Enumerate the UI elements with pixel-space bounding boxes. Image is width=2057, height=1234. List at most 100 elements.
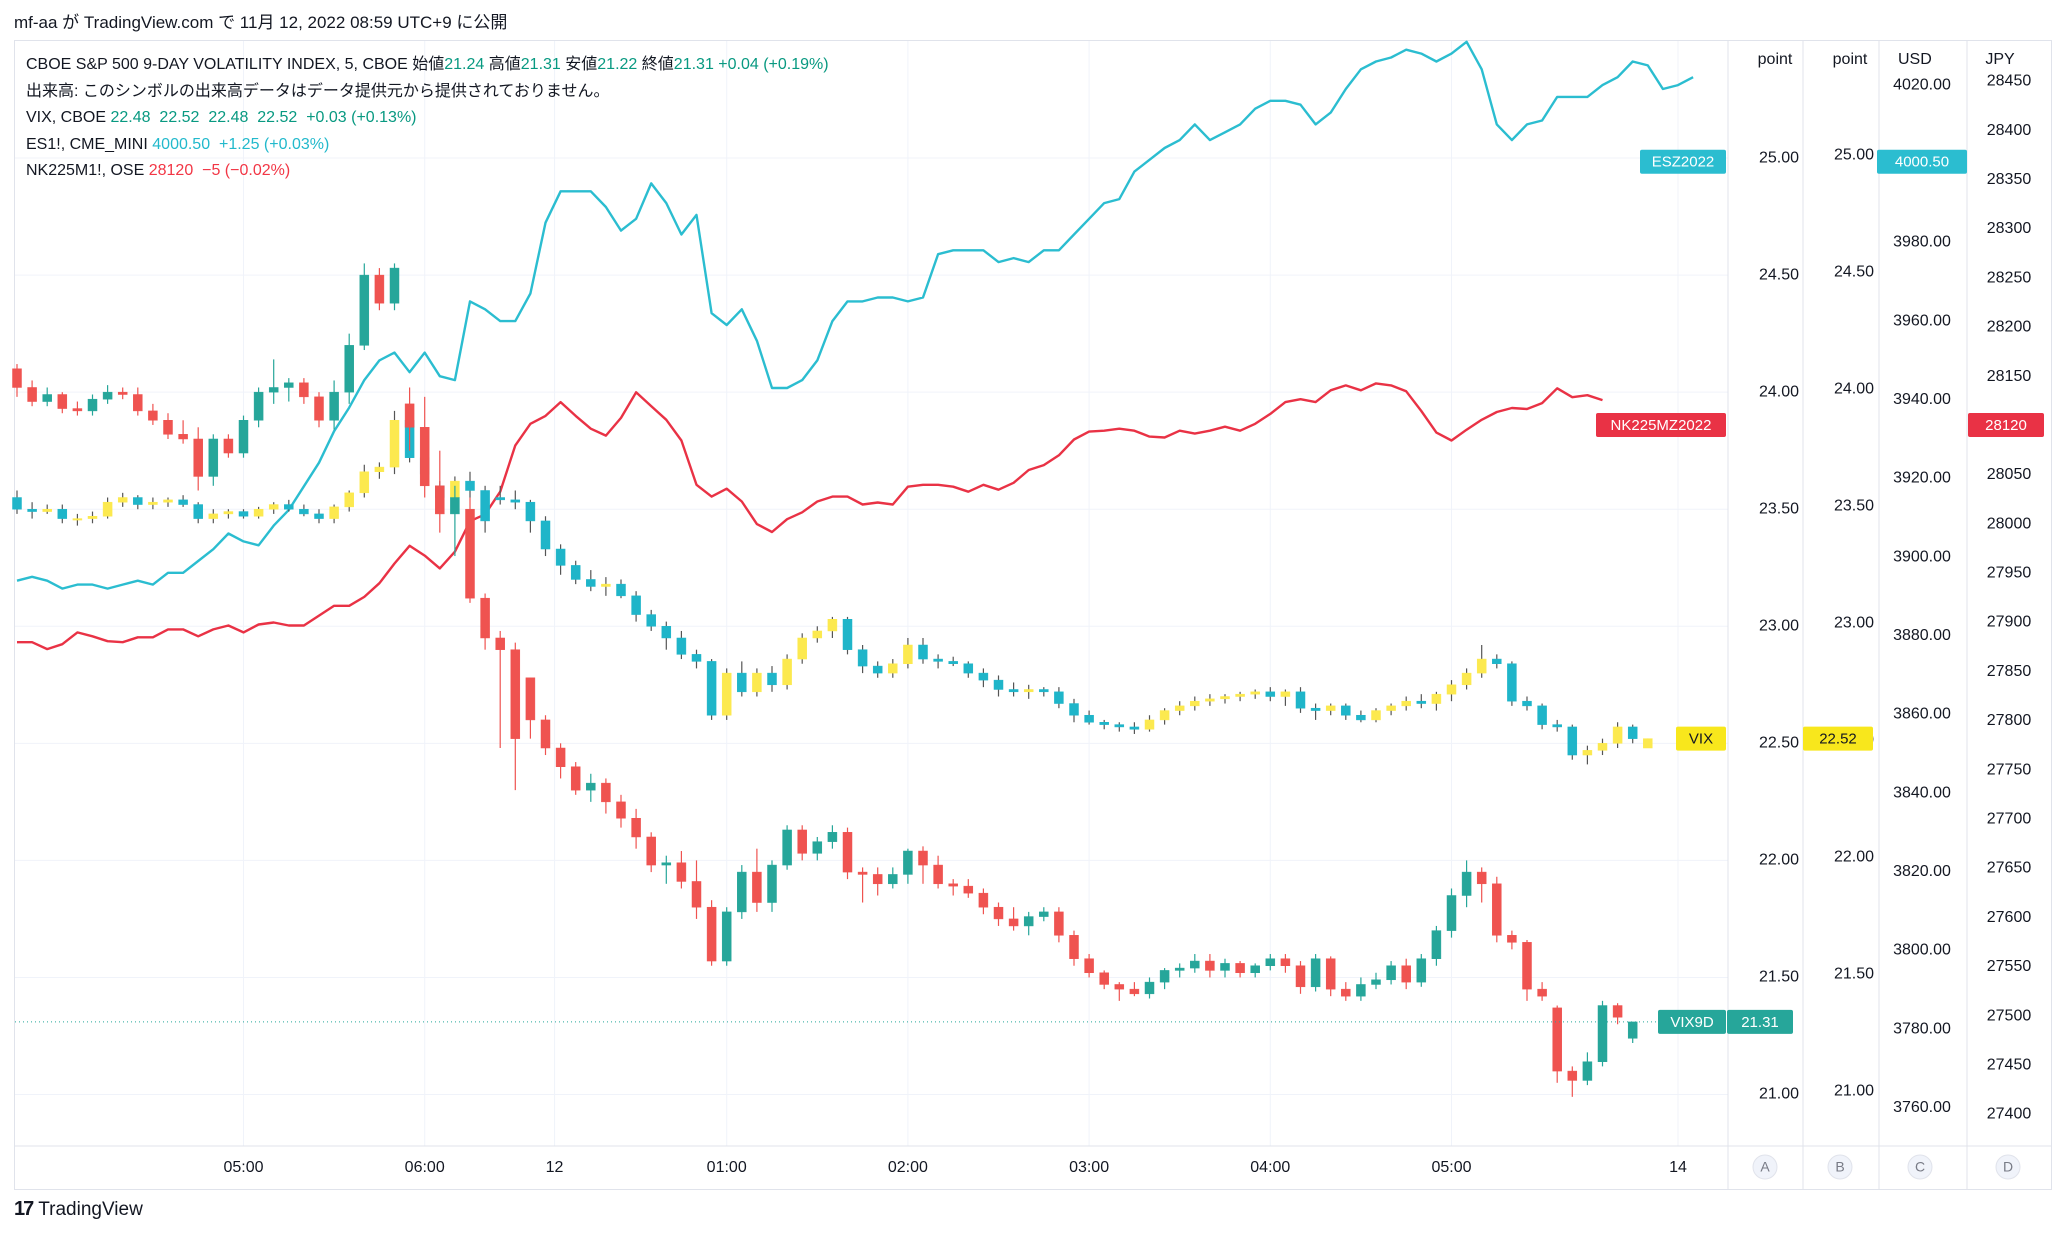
vix9d-candle [1416,958,1427,983]
vix9d-candle [1114,984,1125,990]
vix-candle [1039,689,1049,693]
axis-letter-button[interactable] [1827,1154,1853,1180]
vix-candle [1008,689,1019,693]
vix9d-candle [359,274,370,346]
vix9d-candle [1371,979,1381,985]
vix9d-candle [1431,930,1442,959]
scale-d-tick: 28450 [1987,73,2032,90]
vix9d-candle [284,382,294,388]
scale-c-tick: 3840.00 [1893,784,1951,801]
scale-b-tick: 21.00 [1834,1083,1874,1100]
axis-letter-button[interactable] [1907,1154,1933,1180]
vix9d-candle [661,862,672,866]
vix9d-candle [117,391,128,395]
vix-candle [133,497,143,505]
vix9d-candle [631,817,641,838]
axis-unit-label: USD [1898,51,1932,68]
vix-candle [1265,691,1276,697]
vix-candle [661,626,672,639]
vix9d-candle [1054,911,1064,936]
axis-unit-label: JPY [1985,51,2015,68]
scale-d-tick: 28050 [1987,466,2032,483]
scale-d-tick: 28350 [1987,171,2032,188]
vix-candle [344,492,354,508]
scale-d-tick: 28300 [1987,220,2032,237]
vix9d-candle [737,871,747,913]
vix-candle [1386,705,1396,711]
vix9d-candle [767,864,777,903]
vix9d-candle [1008,918,1019,927]
axis-letter-button[interactable] [1752,1154,1778,1180]
vix-candle [148,501,158,505]
vix9d-candle [42,394,52,402]
vix-candle [465,480,475,491]
scale-d-tick: 27800 [1987,712,2032,729]
vix9d-candle [178,434,188,440]
scale-a-tick: 23.00 [1759,617,1799,634]
vix9d-candle [510,649,521,739]
scale-d-tick: 27700 [1987,811,2032,828]
vix9d-name-tag-bg [1658,1009,1726,1034]
legend-nk[interactable]: NK225M1!, OSE 28120 −5 (−0.02%) [26,158,829,185]
legend-vix[interactable]: VIX, CBOE 22.48 22.52 22.48 22.52 +0.03 … [26,105,829,132]
vix-candle [1295,691,1306,709]
scale-c-tick: 4020.00 [1893,76,1951,93]
legend-main[interactable]: CBOE S&P 500 9-DAY VOLATILITY INDEX, 5, … [26,52,829,79]
vix-candle [1325,705,1336,711]
vix-candle [57,508,68,519]
legend-high: 21.31 [520,56,561,73]
es-line [16,40,1694,590]
vix-candle [1552,724,1562,728]
publish-info: mf-aa が TradingView.com で 11月 12, 2022 0… [14,13,508,32]
axis-letter-button[interactable] [1995,1154,2021,1180]
vix-candle [646,614,656,627]
scale-a-tick: 22.50 [1759,735,1799,752]
scale-c-tick: 3920.00 [1893,470,1951,487]
vix9d-candle [1069,935,1079,959]
time-tick-label: 03:00 [1069,1159,1109,1176]
vix-candle [918,644,928,660]
vix9d-candle [314,396,324,421]
vix-candle [601,583,611,587]
legend-close: 21.31 [673,56,714,73]
vix-candle [888,663,898,674]
vix-candle [827,619,838,632]
vix9d-candle [163,420,173,435]
legend-es[interactable]: ES1!, CME_MINI 4000.50 +1.25 (+0.03%) [26,132,829,159]
vix9d-candle [812,841,823,854]
vix-candle [540,520,551,550]
legend-nk-symbol: NK225M1!, OSE [26,162,145,179]
vix-candle [903,644,913,664]
vix9d-price-tag: 21.31 [1741,1014,1779,1031]
vix9d-candle [1537,988,1547,997]
axis-letter: A [1760,1159,1770,1175]
footer-brand[interactable]: 17 TradingView [14,1198,143,1221]
scale-c-tick: 3800.00 [1893,942,1951,959]
legend-vix-symbol: VIX, CBOE [26,109,107,126]
vix9d-candle [238,420,249,454]
vix9d-candle [1612,1005,1623,1018]
vix9d-candle [1265,958,1276,966]
scale-a-tick: 23.50 [1759,500,1799,517]
vix-candle [1537,705,1547,725]
vix-candle [1069,703,1079,716]
legend-high-label: 高値 [488,56,521,73]
vix-candle [933,658,943,662]
vix-candle [631,595,641,615]
vix9d-candle [646,836,656,866]
scale-a-tick: 22.00 [1759,852,1799,869]
vix9d-candle [872,874,883,885]
vix9d-candle [555,747,566,767]
vix9d-candle [1552,1007,1562,1072]
time-tick-label: 02:00 [888,1159,928,1176]
vix9d-candle [586,782,596,791]
vix-candle [812,630,823,639]
vix-candle [767,672,777,686]
scale-c-tick: 3960.00 [1893,312,1951,329]
vix-candle [948,661,958,664]
scale-d-tick: 27850 [1987,663,2032,680]
time-tick-label: 12 [546,1159,564,1176]
vix-candle [1144,719,1155,730]
vix9d-candle [993,906,1004,920]
